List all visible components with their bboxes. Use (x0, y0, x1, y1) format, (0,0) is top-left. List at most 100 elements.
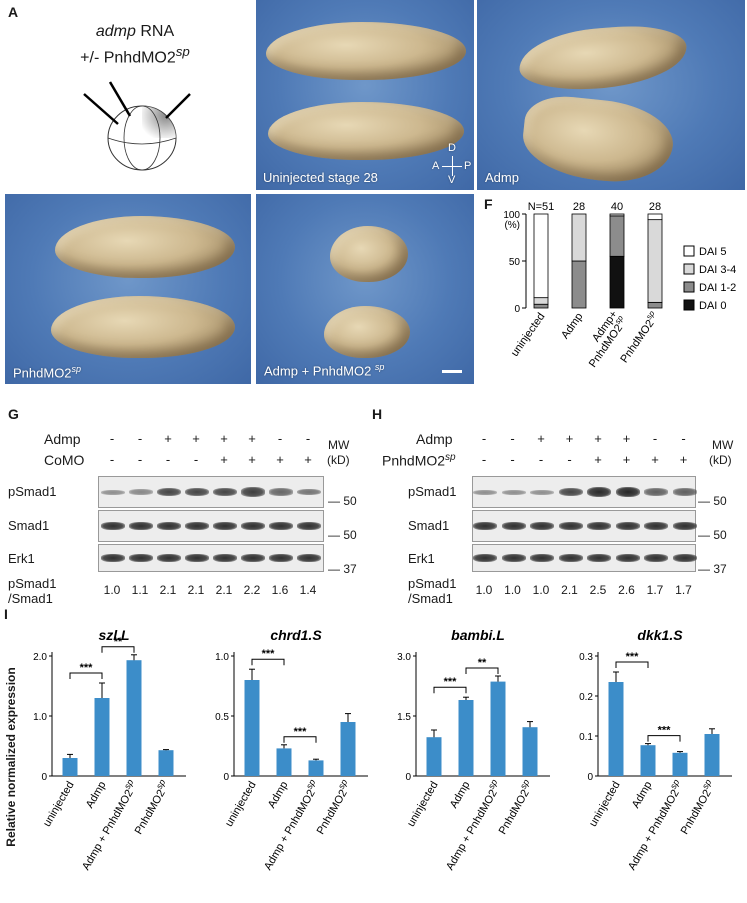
legend-label: DAI 5 (699, 246, 727, 258)
expression-bar (244, 680, 260, 776)
lane-sign-plus: + (679, 452, 688, 467)
mw-label: MW (712, 438, 734, 452)
lane-sign-minus: - (510, 452, 515, 467)
band-ratio-value: 1.7 (646, 583, 664, 597)
expression-bar (608, 682, 624, 776)
n-label: N=51 (528, 201, 555, 213)
y-tick-label: 0 (223, 772, 229, 783)
y-tick-label: 0 (514, 304, 520, 315)
legend-swatch (683, 263, 695, 275)
chart-title: chrd1.S (270, 627, 322, 643)
embryo-photo-admp: Admp (477, 0, 745, 190)
y-tick-label: 0 (41, 772, 47, 783)
embryo (519, 92, 677, 188)
y-tick-label: 0 (405, 772, 411, 783)
x-category-label: uninjected (405, 780, 440, 829)
stacked-bar-segment (533, 213, 549, 299)
significance-bracket (615, 661, 649, 668)
lane-sign-plus: + (622, 431, 631, 446)
band-ratio-value: 1.0 (504, 583, 521, 597)
lane-sign-minus: - (510, 431, 515, 446)
blot-band (297, 522, 321, 530)
y-unit-label: (%) (504, 220, 520, 231)
blot-band (615, 486, 640, 498)
lane-sign-minus: - (538, 452, 544, 467)
blot-band (157, 487, 181, 497)
blot-band (157, 522, 181, 530)
rna-text: RNA (135, 23, 175, 40)
x-category-label: Admp (559, 311, 585, 341)
x-category-label: Admp + PnhdMO2sp (77, 778, 141, 873)
axis-dorsal: D (448, 142, 456, 154)
x-category-label: Admp (630, 780, 655, 811)
blot-band (644, 488, 668, 496)
blot-band (241, 554, 265, 562)
embryo-photo-admp-pnhdmo2: Admp + PnhdMO2 sp (256, 194, 474, 384)
significance-stars: *** (658, 725, 672, 737)
lane-sign-plus: + (220, 431, 228, 446)
axis-anterior: A (432, 160, 440, 172)
blot-row-label: pSmad1 (408, 484, 457, 499)
blot-band (101, 554, 125, 562)
lane-sign-minus: - (137, 431, 143, 446)
x-category-label: Admp (266, 780, 291, 811)
blot-row-label: Smad1 (8, 518, 50, 533)
lane-sign-plus: + (192, 431, 200, 446)
blot-band (587, 554, 611, 562)
blot-band (587, 522, 611, 530)
x-category-label: PnhdMO2sp (675, 778, 718, 837)
embryo-photo-pnhdmo2: PnhdMO2sp (5, 194, 251, 384)
lane-sign-plus: + (248, 431, 256, 446)
significance-stars: ** (478, 657, 487, 669)
band-ratio-value: 2.2 (243, 583, 261, 597)
blot-band (185, 522, 209, 530)
blot-band (615, 554, 640, 562)
expression-bar (94, 698, 110, 776)
blot-band (213, 522, 237, 530)
western-blot-h: Admp PnhdMO2sp MW (kD) pSmad1 — 50 Smad1… (372, 428, 747, 608)
significance-bracket (647, 735, 681, 742)
y-tick-label: 0.5 (215, 712, 229, 723)
injection-schematic (83, 81, 191, 171)
mw-label: MW (328, 438, 350, 452)
blot-band (473, 522, 497, 530)
lane-sign-minus: - (652, 431, 658, 446)
blot-strip-erk1 (98, 544, 324, 572)
lane-sign-minus: - (193, 452, 199, 467)
y-tick-label: 1.0 (215, 652, 229, 663)
blot-strip-psmad1 (472, 476, 697, 508)
embryo-photo-uninjected: Uninjected stage 28 D V A P (256, 0, 474, 190)
x-category-label: Admp + PnhdMO2sp (623, 778, 687, 873)
scale-bar (442, 370, 462, 373)
significance-stars: *** (626, 651, 640, 663)
blot-band (615, 522, 640, 530)
band-ratio-value: 1.4 (299, 583, 317, 597)
expression-bar (276, 748, 292, 776)
blot-band (587, 486, 611, 498)
ratio-label-1: pSmad1 (408, 576, 457, 591)
photo-caption: PnhdMO2sp (13, 364, 82, 381)
expression-bar (308, 760, 324, 776)
blot-row-label: Smad1 (408, 518, 450, 533)
mw-unit: (kD) (327, 453, 350, 467)
x-category-label: PnhdMO2sp (616, 309, 662, 366)
expression-bar (62, 758, 78, 776)
significance-bracket (283, 736, 317, 743)
legend-swatch (683, 245, 695, 257)
blot-band (558, 487, 583, 497)
blot-band (241, 487, 265, 497)
band-ratio-value: 1.0 (103, 583, 121, 597)
stacked-bar-segment (609, 215, 625, 257)
mw-unit: (kD) (709, 453, 732, 467)
lane-sign-minus: - (109, 452, 115, 467)
x-category-label: Admp (84, 780, 109, 811)
significance-bracket (251, 658, 285, 666)
embryo (268, 102, 464, 160)
x-category-label: uninjected (223, 780, 258, 829)
y-tick-label: 0 (587, 772, 593, 783)
blot-band (269, 488, 293, 496)
lane-sign-minus: - (481, 452, 487, 467)
panel-letter-a: A (8, 4, 19, 20)
row-label-admp: Admp (44, 431, 81, 447)
blot-band (672, 554, 697, 562)
